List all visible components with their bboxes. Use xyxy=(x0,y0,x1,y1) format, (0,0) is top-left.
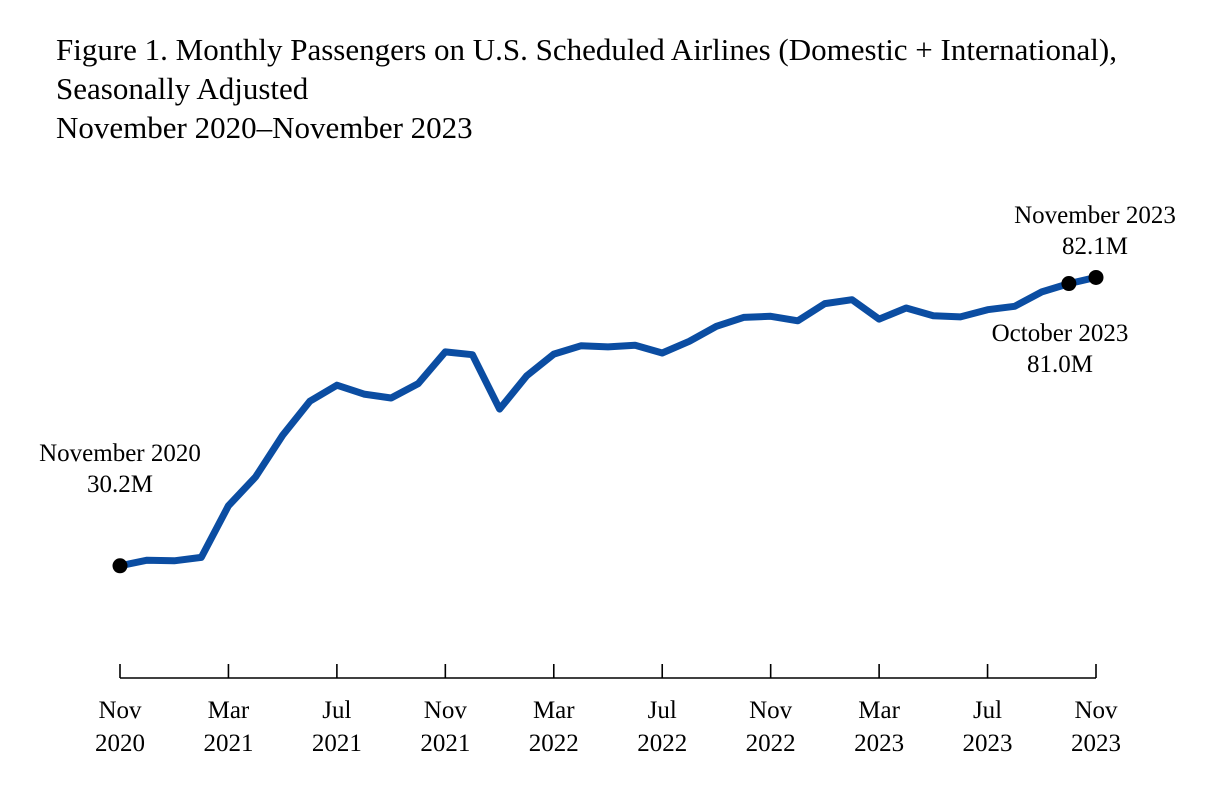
annotation-november-label: November 2023 xyxy=(1014,202,1176,229)
x-tick-label: Jul 2022 xyxy=(617,694,707,760)
x-tick-month: Nov xyxy=(98,697,142,724)
x-tick-month: Jul xyxy=(972,697,1003,724)
x-tick-year: 2021 xyxy=(420,730,471,757)
annotation-start: November 2020 30.2M xyxy=(20,438,220,500)
x-tick-month: Mar xyxy=(207,697,250,724)
x-tick-label: Mar 2023 xyxy=(834,694,924,760)
x-tick-label: Nov 2023 xyxy=(1051,694,1141,760)
x-tick-month: Nov xyxy=(423,697,467,724)
series-line-passengers xyxy=(116,273,1100,570)
x-tick-month: Nov xyxy=(1074,697,1118,724)
chart-title-line2: Seasonally Adjusted xyxy=(56,71,309,106)
x-tick-year: 2023 xyxy=(962,730,1013,757)
annotation-november-value: 82.1M xyxy=(1062,233,1128,260)
chart-subtitle: November 2020–November 2023 xyxy=(56,110,473,145)
x-tick-label: Mar 2021 xyxy=(183,694,273,760)
x-tick-year: 2020 xyxy=(95,730,145,757)
x-tick-year: 2023 xyxy=(1071,730,1121,757)
annotation-november-2023: November 2023 82.1M xyxy=(995,200,1195,262)
x-tick-year: 2022 xyxy=(528,730,579,757)
x-tick-year: 2023 xyxy=(854,730,905,757)
x-tick-label: Jul 2021 xyxy=(292,694,382,760)
annotation-start-value: 30.2M xyxy=(87,471,153,498)
x-tick-year: 2022 xyxy=(745,730,796,757)
x-tick-label: Jul 2023 xyxy=(943,694,1033,760)
x-tick-year: 2021 xyxy=(311,730,362,757)
annotation-october-value: 81.0M xyxy=(1027,351,1093,378)
chart-title: Figure 1. Monthly Passengers on U.S. Sch… xyxy=(56,32,1117,67)
annotation-october-label: October 2023 xyxy=(991,320,1129,347)
x-tick-month: Nov xyxy=(749,697,793,724)
x-tick-year: 2022 xyxy=(637,730,688,757)
x-tick-month: Jul xyxy=(647,697,677,724)
x-tick-month: Mar xyxy=(532,697,575,724)
x-tick-month: Jul xyxy=(322,697,352,724)
annotation-start-label: November 2020 xyxy=(39,440,201,467)
chart-title-block: Figure 1. Monthly Passengers on U.S. Sch… xyxy=(56,30,1117,147)
x-tick-label: Mar 2022 xyxy=(509,694,599,760)
annotated-data-point xyxy=(112,558,128,574)
x-tick-label: Nov 2022 xyxy=(726,694,816,760)
x-tick-year: 2021 xyxy=(203,730,254,757)
annotation-october-2023: October 2023 81.0M xyxy=(970,318,1150,380)
annotated-data-point xyxy=(1061,276,1077,292)
x-tick-label: Nov 2020 xyxy=(75,694,165,760)
annotated-data-point xyxy=(1088,269,1104,285)
x-tick-month: Mar xyxy=(858,697,900,724)
x-tick-label: Nov 2021 xyxy=(400,694,490,760)
